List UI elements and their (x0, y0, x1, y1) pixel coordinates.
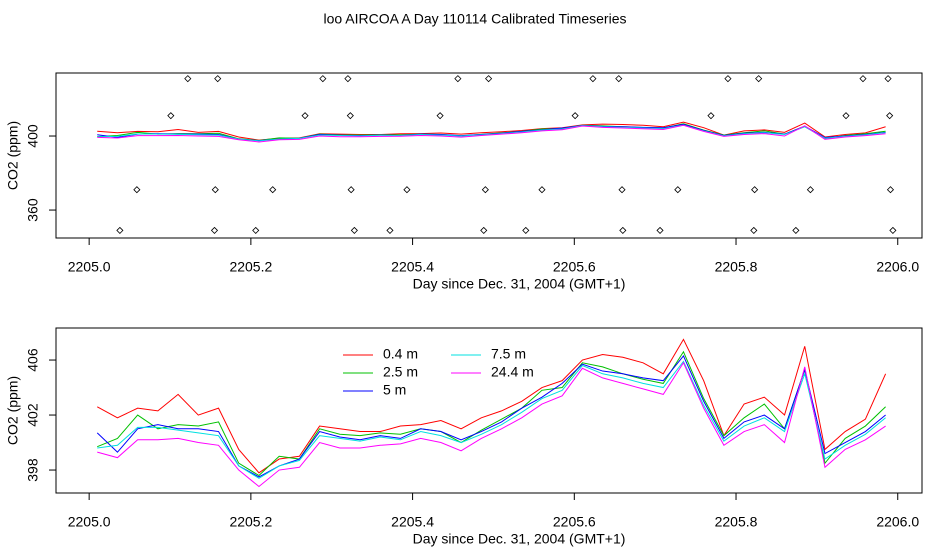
legend-label: 0.4 m (383, 346, 418, 362)
point (116, 226, 124, 234)
point (538, 186, 546, 194)
point (886, 112, 894, 120)
point (886, 186, 895, 194)
legend-label: 5 m (383, 382, 406, 398)
y-tick-label: 402 (25, 403, 41, 427)
point (344, 75, 352, 83)
legend-label: 24.4 m (491, 364, 534, 380)
point (252, 226, 260, 234)
point (618, 186, 626, 194)
point (214, 75, 222, 83)
figure-title: loo AIRCOA A Day 110114 Calibrated Times… (324, 11, 627, 27)
point (724, 75, 732, 83)
point (436, 112, 444, 120)
series-line (97, 124, 886, 143)
point (884, 75, 892, 83)
point (480, 226, 488, 234)
x-tick-label: 2205.0 (68, 514, 111, 530)
point (522, 226, 530, 234)
series-line (97, 360, 886, 479)
series-line (97, 121, 886, 141)
series-line (97, 124, 886, 142)
point (859, 75, 867, 83)
point (403, 186, 411, 194)
point (619, 226, 627, 234)
plot-box (55, 327, 923, 494)
y-axis-label: CO2 (ppm) (5, 121, 21, 190)
point (347, 186, 355, 194)
point (806, 186, 814, 194)
x-axis-label: Day since Dec. 31, 2004 (GMT+1) (413, 531, 626, 547)
point (269, 186, 277, 194)
x-tick-label: 2205.6 (553, 514, 596, 530)
point (481, 186, 489, 194)
series-line (96, 354, 886, 478)
point (889, 226, 897, 234)
point (454, 75, 462, 83)
x-axis-label: Day since Dec. 31, 2004 (GMT+1) (413, 276, 626, 292)
legend-label: 7.5 m (491, 346, 526, 362)
y-tick-label: 398 (25, 458, 41, 482)
point (346, 112, 354, 120)
point (842, 112, 850, 120)
x-tick-label: 2206.0 (876, 259, 919, 275)
x-tick-label: 2205.2 (229, 514, 272, 530)
series-line (97, 338, 887, 474)
point (301, 112, 309, 120)
point (792, 226, 800, 234)
x-tick-label: 2205.8 (715, 514, 758, 530)
point (211, 186, 219, 194)
x-tick-label: 2205.4 (391, 514, 434, 530)
y-tick-label: 406 (25, 348, 41, 372)
x-tick-label: 2205.6 (553, 259, 596, 275)
point (184, 75, 192, 83)
point (750, 226, 758, 234)
series-line (97, 361, 886, 488)
point (751, 186, 759, 194)
x-tick-label: 2205.4 (391, 259, 434, 275)
point (167, 112, 175, 120)
point (656, 226, 664, 234)
point (319, 75, 327, 83)
y-tick-label: 360 (25, 198, 41, 222)
point (589, 75, 597, 83)
point (386, 226, 394, 234)
x-tick-label: 2205.0 (68, 259, 111, 275)
plot-box (55, 72, 923, 239)
point (133, 186, 141, 194)
point (210, 226, 219, 234)
y-tick-label: 400 (25, 124, 41, 148)
x-tick-label: 2205.2 (229, 259, 272, 275)
point (707, 112, 715, 120)
point (350, 226, 358, 234)
y-axis-label: CO2 (ppm) (5, 376, 21, 445)
x-tick-label: 2205.8 (715, 259, 758, 275)
x-tick-label: 2206.0 (876, 514, 919, 530)
point (571, 112, 579, 120)
series-line (97, 350, 886, 477)
point (485, 75, 493, 83)
point (615, 75, 623, 83)
point (755, 75, 763, 83)
point (674, 186, 682, 194)
legend-label: 2.5 m (383, 364, 418, 380)
